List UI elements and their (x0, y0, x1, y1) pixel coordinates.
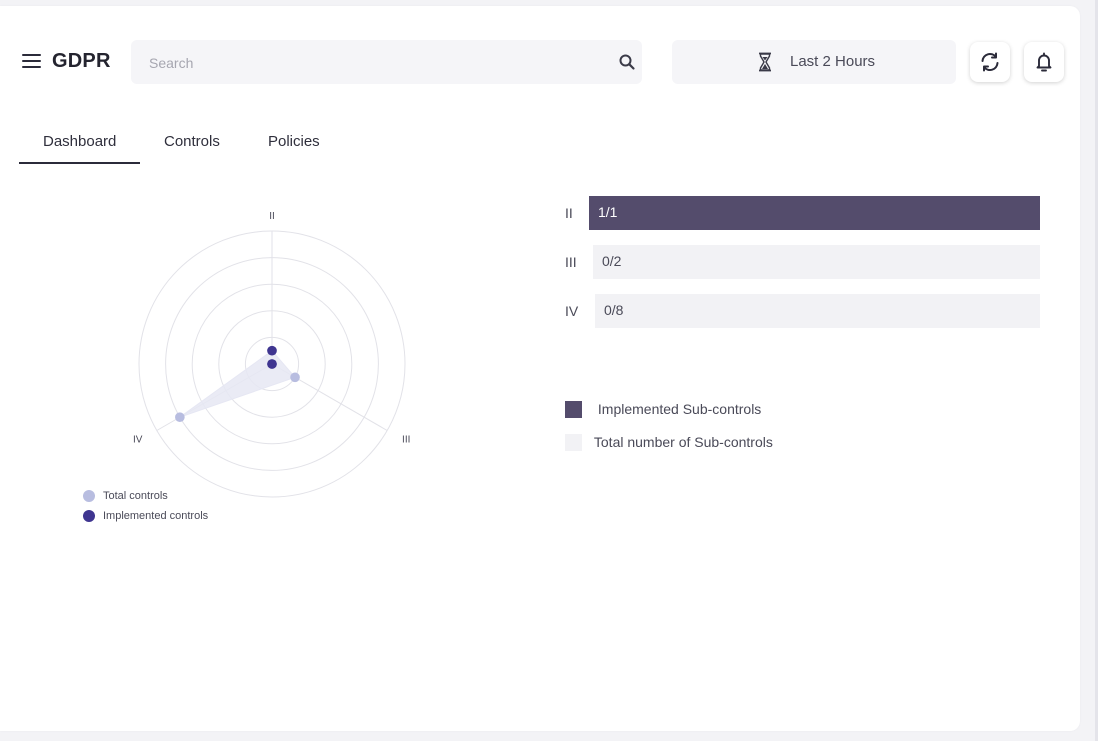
hourglass-icon (759, 52, 771, 72)
search-icon[interactable] (618, 53, 636, 71)
bar-row-ii: II (565, 196, 589, 230)
legend-item-total[interactable]: Total controls (83, 486, 208, 506)
scrollbar-track[interactable] (1095, 0, 1098, 741)
bar-track-iii[interactable]: 0/2 (593, 245, 1040, 279)
legend-swatch-implemented-subcontrols (565, 400, 582, 418)
tab-policies[interactable]: Policies (268, 133, 320, 150)
legend-label-implemented-subcontrols: Implemented Sub-controls (597, 401, 762, 418)
bar-row-iv: IV (565, 294, 589, 328)
legend-item-implemented-subcontrols[interactable]: Implemented Sub-controls (565, 400, 773, 420)
bar-value-iv: 0/8 (604, 302, 624, 318)
bar-track-iv[interactable]: 0/8 (595, 294, 1040, 328)
radar-point-implemented-iv (267, 359, 277, 369)
legend-label-total: Total controls (103, 490, 168, 502)
time-range-selector[interactable]: Last 2 Hours (672, 40, 956, 84)
legend-swatch-total-subcontrols (565, 433, 582, 451)
legend-label-implemented: Implemented controls (103, 510, 209, 522)
search-input[interactable] (147, 40, 591, 86)
active-tab-indicator (19, 162, 140, 164)
time-range-label: Last 2 Hours (790, 53, 876, 70)
refresh-button[interactable] (970, 42, 1010, 82)
tab-dashboard[interactable]: Dashboard (43, 133, 117, 150)
radar-axis-label-iv: IV (133, 435, 143, 446)
bar-value-iii: 0/2 (602, 253, 622, 269)
legend-label-total-subcontrols: Total number of Sub-controls (593, 434, 773, 451)
bars-legend: Implemented Sub-controls Total number of… (565, 400, 773, 453)
page-title: GDPR (52, 50, 111, 72)
bar-label-iii: III (565, 254, 577, 270)
refresh-icon (981, 52, 999, 72)
bar-track-ii[interactable]: 1/1 (589, 196, 1040, 230)
legend-item-total-subcontrols[interactable]: Total number of Sub-controls (565, 433, 773, 453)
legend-item-implemented[interactable]: Implemented controls (83, 506, 208, 526)
radar-point-implemented-ii (267, 345, 277, 356)
bar-label-ii: II (565, 205, 573, 221)
notifications-button[interactable] (1024, 42, 1064, 82)
radar-legend: Total controls Implemented controls (83, 486, 208, 526)
legend-swatch-total (83, 490, 95, 502)
radar-axis-label-iii: III (402, 435, 410, 446)
bar-label-iv: IV (565, 303, 579, 319)
main-card (0, 6, 1080, 731)
menu-icon[interactable] (22, 54, 41, 70)
radar-point-total-iv (175, 412, 185, 422)
radar-axis-label-ii: II (269, 211, 275, 222)
bar-value-ii: 1/1 (598, 204, 618, 220)
radar-area-total (179, 350, 296, 418)
bar-fill-ii (589, 196, 1040, 230)
tab-controls[interactable]: Controls (164, 133, 220, 150)
search-box[interactable] (131, 40, 642, 86)
legend-swatch-implemented (83, 510, 95, 522)
bar-row-iii: III (565, 245, 589, 279)
bell-icon (1036, 52, 1052, 72)
radar-point-total-iii (290, 372, 300, 383)
